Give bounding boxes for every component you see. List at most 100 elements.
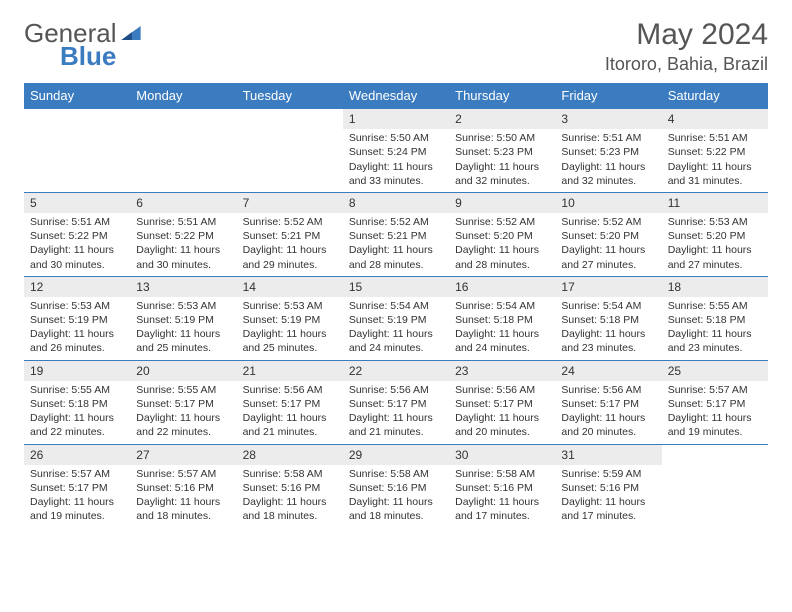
sunset-line: Sunset: 5:18 PM: [455, 313, 549, 327]
day-cell: 1Sunrise: 5:50 AMSunset: 5:24 PMDaylight…: [343, 109, 449, 192]
day-cell: 17Sunrise: 5:54 AMSunset: 5:18 PMDayligh…: [555, 277, 661, 360]
day-details: Sunrise: 5:56 AMSunset: 5:17 PMDaylight:…: [555, 381, 661, 444]
weekday-header-row: SundayMondayTuesdayWednesdayThursdayFrid…: [24, 83, 768, 108]
daylight-line: Daylight: 11 hours and 32 minutes.: [455, 160, 549, 188]
day-cell: 13Sunrise: 5:53 AMSunset: 5:19 PMDayligh…: [130, 277, 236, 360]
day-number: 5: [24, 193, 130, 213]
sunrise-line: Sunrise: 5:51 AM: [30, 215, 124, 229]
sunset-line: Sunset: 5:21 PM: [349, 229, 443, 243]
day-number: 3: [555, 109, 661, 129]
day-cell: [662, 445, 768, 528]
day-cell: 23Sunrise: 5:56 AMSunset: 5:17 PMDayligh…: [449, 361, 555, 444]
daylight-line: Daylight: 11 hours and 26 minutes.: [30, 327, 124, 355]
daylight-line: Daylight: 11 hours and 33 minutes.: [349, 160, 443, 188]
daylight-line: Daylight: 11 hours and 22 minutes.: [30, 411, 124, 439]
day-details: Sunrise: 5:50 AMSunset: 5:24 PMDaylight:…: [343, 129, 449, 192]
day-cell: 26Sunrise: 5:57 AMSunset: 5:17 PMDayligh…: [24, 445, 130, 528]
daylight-line: Daylight: 11 hours and 20 minutes.: [455, 411, 549, 439]
page-header: GeneralBlue May 2024 Itororo, Bahia, Bra…: [0, 0, 792, 83]
weeks-container: 1Sunrise: 5:50 AMSunset: 5:24 PMDaylight…: [24, 108, 768, 527]
day-cell: 31Sunrise: 5:59 AMSunset: 5:16 PMDayligh…: [555, 445, 661, 528]
sunrise-line: Sunrise: 5:57 AM: [30, 467, 124, 481]
day-number: 10: [555, 193, 661, 213]
day-number: 18: [662, 277, 768, 297]
brand-logo: GeneralBlue: [24, 18, 141, 72]
day-details: Sunrise: 5:54 AMSunset: 5:19 PMDaylight:…: [343, 297, 449, 360]
week-row: 5Sunrise: 5:51 AMSunset: 5:22 PMDaylight…: [24, 192, 768, 276]
sunrise-line: Sunrise: 5:58 AM: [455, 467, 549, 481]
day-cell: 29Sunrise: 5:58 AMSunset: 5:16 PMDayligh…: [343, 445, 449, 528]
day-number: 20: [130, 361, 236, 381]
day-cell: 9Sunrise: 5:52 AMSunset: 5:20 PMDaylight…: [449, 193, 555, 276]
sunset-line: Sunset: 5:19 PM: [30, 313, 124, 327]
weekday-header: Tuesday: [237, 83, 343, 108]
sunrise-line: Sunrise: 5:51 AM: [561, 131, 655, 145]
sunrise-line: Sunrise: 5:54 AM: [349, 299, 443, 313]
sunset-line: Sunset: 5:17 PM: [136, 397, 230, 411]
calendar: SundayMondayTuesdayWednesdayThursdayFrid…: [0, 83, 792, 527]
daylight-line: Daylight: 11 hours and 27 minutes.: [561, 243, 655, 271]
sunset-line: Sunset: 5:16 PM: [243, 481, 337, 495]
day-cell: 5 Sunrise: 5:51 AMSunset: 5:22 PMDaylight…: [24, 193, 130, 276]
day-details: Sunrise: 5:57 AMSunset: 5:16 PMDaylight:…: [130, 465, 236, 528]
sunrise-line: Sunrise: 5:50 AM: [349, 131, 443, 145]
day-cell: 8Sunrise: 5:52 AMSunset: 5:21 PMDaylight…: [343, 193, 449, 276]
day-cell: 21Sunrise: 5:56 AMSunset: 5:17 PMDayligh…: [237, 361, 343, 444]
day-number: 11: [662, 193, 768, 213]
day-details: Sunrise: 5:51 AMSunset: 5:22 PMDaylight:…: [130, 213, 236, 276]
sunset-line: Sunset: 5:16 PM: [561, 481, 655, 495]
sunset-line: Sunset: 5:17 PM: [561, 397, 655, 411]
day-details: Sunrise: 5:57 AMSunset: 5:17 PMDaylight:…: [662, 381, 768, 444]
sunrise-line: Sunrise: 5:57 AM: [668, 383, 762, 397]
day-details: Sunrise: 5:59 AMSunset: 5:16 PMDaylight:…: [555, 465, 661, 528]
daylight-line: Daylight: 11 hours and 32 minutes.: [561, 160, 655, 188]
daylight-line: Daylight: 11 hours and 30 minutes.: [30, 243, 124, 271]
daylight-line: Daylight: 11 hours and 18 minutes.: [136, 495, 230, 523]
daylight-line: Daylight: 11 hours and 30 minutes.: [136, 243, 230, 271]
daylight-line: Daylight: 11 hours and 19 minutes.: [30, 495, 124, 523]
weekday-header: Monday: [130, 83, 236, 108]
day-number: 13: [130, 277, 236, 297]
day-number: 12: [24, 277, 130, 297]
sunset-line: Sunset: 5:24 PM: [349, 145, 443, 159]
day-cell: [237, 109, 343, 192]
title-block: May 2024 Itororo, Bahia, Brazil: [605, 18, 768, 75]
day-cell: 4Sunrise: 5:51 AMSunset: 5:22 PMDaylight…: [662, 109, 768, 192]
day-details: Sunrise: 5:53 AMSunset: 5:19 PMDaylight:…: [130, 297, 236, 360]
day-cell: [24, 109, 130, 192]
sunrise-line: Sunrise: 5:59 AM: [561, 467, 655, 481]
sunset-line: Sunset: 5:17 PM: [668, 397, 762, 411]
day-details: Sunrise: 5:50 AMSunset: 5:23 PMDaylight:…: [449, 129, 555, 192]
day-number: 16: [449, 277, 555, 297]
daylight-line: Daylight: 11 hours and 21 minutes.: [349, 411, 443, 439]
sunset-line: Sunset: 5:16 PM: [455, 481, 549, 495]
day-details: Sunrise: 5:55 AMSunset: 5:17 PMDaylight:…: [130, 381, 236, 444]
sunrise-line: Sunrise: 5:58 AM: [349, 467, 443, 481]
location-text: Itororo, Bahia, Brazil: [605, 54, 768, 75]
sunrise-line: Sunrise: 5:55 AM: [668, 299, 762, 313]
sunset-line: Sunset: 5:17 PM: [349, 397, 443, 411]
daylight-line: Daylight: 11 hours and 28 minutes.: [349, 243, 443, 271]
week-row: 1Sunrise: 5:50 AMSunset: 5:24 PMDaylight…: [24, 108, 768, 192]
daylight-line: Daylight: 11 hours and 18 minutes.: [243, 495, 337, 523]
day-details: Sunrise: 5:53 AMSunset: 5:19 PMDaylight:…: [237, 297, 343, 360]
day-cell: 15Sunrise: 5:54 AMSunset: 5:19 PMDayligh…: [343, 277, 449, 360]
day-number: 24: [555, 361, 661, 381]
sunset-line: Sunset: 5:22 PM: [30, 229, 124, 243]
day-number: 29: [343, 445, 449, 465]
sunset-line: Sunset: 5:16 PM: [349, 481, 443, 495]
day-number: 17: [555, 277, 661, 297]
sunrise-line: Sunrise: 5:54 AM: [561, 299, 655, 313]
day-number: 15: [343, 277, 449, 297]
sunrise-line: Sunrise: 5:53 AM: [668, 215, 762, 229]
day-number: 4: [662, 109, 768, 129]
day-details: Sunrise: 5:54 AMSunset: 5:18 PMDaylight:…: [555, 297, 661, 360]
sunrise-line: Sunrise: 5:56 AM: [243, 383, 337, 397]
day-number: 8: [343, 193, 449, 213]
week-row: 19Sunrise: 5:55 AMSunset: 5:18 PMDayligh…: [24, 360, 768, 444]
daylight-line: Daylight: 11 hours and 23 minutes.: [668, 327, 762, 355]
day-cell: 7Sunrise: 5:52 AMSunset: 5:21 PMDaylight…: [237, 193, 343, 276]
sunset-line: Sunset: 5:18 PM: [561, 313, 655, 327]
daylight-line: Daylight: 11 hours and 20 minutes.: [561, 411, 655, 439]
week-row: 12Sunrise: 5:53 AMSunset: 5:19 PMDayligh…: [24, 276, 768, 360]
